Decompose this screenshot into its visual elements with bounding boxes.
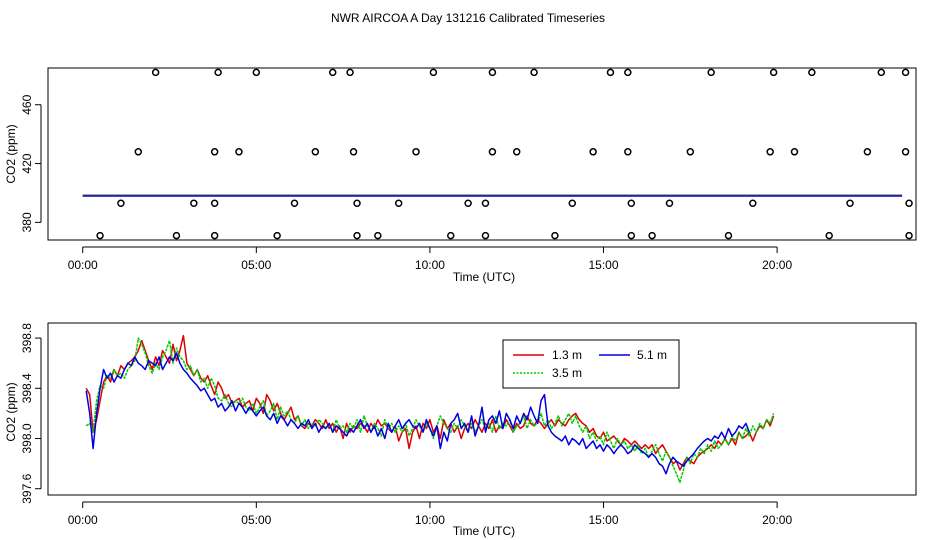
top-data-point <box>273 231 281 240</box>
top-data-point <box>877 68 886 77</box>
top-data-point <box>648 231 656 240</box>
top-data-point <box>353 231 361 240</box>
legend-box <box>502 339 680 389</box>
top-data-point <box>447 231 455 240</box>
top-data-point <box>624 148 632 156</box>
bottom-y-tick-label: 397.6 <box>20 473 34 503</box>
bottom-x-tick-label: 05:00 <box>241 513 271 527</box>
top-data-point <box>349 148 358 156</box>
bottom-series-lines <box>85 334 775 484</box>
bottom-y-axis: 397.6 398.0 398.4 398.8 <box>20 323 42 504</box>
legend: 1.3 m 5.1 m 3.5 m <box>502 339 680 389</box>
top-panel: 00:00 05:00 10:00 15:00 20:00 380 420 460 Time… <box>4 67 917 284</box>
top-data-point <box>825 231 833 240</box>
top-plot-frame <box>47 67 917 241</box>
series-line-5-1-m <box>85 352 750 475</box>
top-data-point <box>568 199 577 207</box>
top-data-point <box>311 148 320 156</box>
top-data-point <box>769 68 778 77</box>
top-data-point <box>846 199 854 207</box>
top-data-point <box>210 148 219 156</box>
top-data-point <box>863 148 872 156</box>
top-data-point <box>117 199 125 207</box>
top-data-point <box>290 199 299 207</box>
top-x-axis-label: Time (UTC) <box>453 270 515 284</box>
top-data-point <box>512 148 521 156</box>
top-y-tick-label: 420 <box>20 153 34 173</box>
top-x-tick-label: 20:00 <box>762 258 792 272</box>
top-data-point <box>905 199 913 207</box>
top-data-point <box>134 148 143 156</box>
bottom-x-axis: 00:00 05:00 10:00 15:00 20:00 <box>68 501 792 527</box>
top-data-point <box>627 231 636 240</box>
top-data-point <box>151 68 160 77</box>
top-x-tick-label: 15:00 <box>589 258 619 272</box>
bottom-y-axis-label: CO2 (ppm) <box>4 382 18 441</box>
bottom-y-tick-label: 398.4 <box>20 373 34 403</box>
top-data-point <box>328 68 337 77</box>
top-y-tick-label: 460 <box>20 94 34 114</box>
bottom-x-tick-label: 10:00 <box>415 513 445 527</box>
top-data-point <box>346 68 354 77</box>
top-data-point <box>790 148 799 156</box>
top-series-lines <box>82 194 903 197</box>
top-data-point <box>627 199 636 207</box>
bottom-y-tick-label: 398.8 <box>20 323 34 353</box>
top-data-point <box>624 68 632 77</box>
top-data-point <box>766 148 774 156</box>
top-data-point <box>481 231 490 240</box>
chart-title: NWR AIRCOA A Day 131216 Calibrated Times… <box>331 11 605 25</box>
top-circle-points <box>96 68 913 240</box>
top-data-point <box>665 199 674 207</box>
top-y-axis: 380 420 460 <box>20 94 42 232</box>
top-data-point <box>589 148 597 156</box>
top-data-point <box>905 231 913 240</box>
top-y-tick-label: 380 <box>20 212 34 232</box>
top-data-point <box>394 199 403 207</box>
top-y-axis-label: CO2 (ppm) <box>4 124 18 183</box>
top-data-point <box>252 68 261 77</box>
bottom-x-tick-label: 15:00 <box>589 513 619 527</box>
top-data-point <box>686 148 695 156</box>
bottom-x-tick-label: 00:00 <box>68 513 98 527</box>
top-data-point <box>210 231 219 240</box>
bottom-y-tick-label: 398.0 <box>20 423 34 453</box>
top-x-tick-label: 00:00 <box>68 258 98 272</box>
top-data-point <box>901 68 910 77</box>
top-data-point <box>172 231 181 240</box>
bottom-panel: 00:00 05:00 10:00 15:00 20:00 397.6 398.0 398.… <box>4 322 917 538</box>
top-data-point <box>353 199 361 207</box>
legend-label-5-1m: 5.1 m <box>637 348 667 362</box>
top-data-point <box>551 231 559 240</box>
top-data-point <box>724 231 733 240</box>
bottom-plot-frame <box>47 322 917 496</box>
top-data-point <box>429 68 438 77</box>
top-data-point <box>481 199 490 207</box>
top-data-point <box>412 148 420 156</box>
top-data-point <box>606 68 615 77</box>
top-data-point <box>707 68 715 77</box>
top-x-tick-label: 10:00 <box>415 258 445 272</box>
series-line-1-3-m <box>85 334 775 471</box>
top-x-tick-label: 05:00 <box>241 258 271 272</box>
bottom-x-tick-label: 20:00 <box>762 513 792 527</box>
top-data-point <box>488 68 497 77</box>
top-data-point <box>96 231 104 240</box>
top-data-point <box>749 199 757 207</box>
top-data-point <box>190 199 198 207</box>
legend-label-3-5m: 3.5 m <box>552 366 582 380</box>
top-data-point <box>488 148 497 156</box>
top-data-point <box>210 199 219 207</box>
top-data-point <box>374 231 382 240</box>
bottom-x-axis-label: Time (UTC) <box>453 524 515 538</box>
legend-label-1-3m: 1.3 m <box>552 348 582 362</box>
top-data-point <box>901 148 910 156</box>
top-data-point <box>214 68 222 77</box>
top-data-point <box>530 68 538 77</box>
top-data-point <box>235 148 243 156</box>
top-data-point <box>464 199 472 207</box>
top-data-point <box>808 68 816 77</box>
top-x-axis: 00:00 05:00 10:00 15:00 20:00 <box>68 246 792 272</box>
